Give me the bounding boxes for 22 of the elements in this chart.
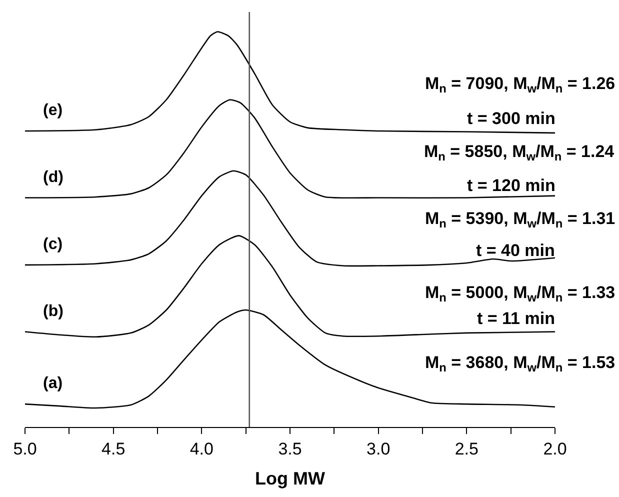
x-axis-title: Log MW bbox=[255, 468, 325, 489]
x-tick-label: 3.0 bbox=[366, 440, 390, 459]
x-tick-label: 3.5 bbox=[278, 440, 302, 459]
annotation: M$_{n}$ = 7090, M$_{w}$/M$_{n}$ = 1.26 bbox=[425, 74, 616, 96]
annotation: M$_{n}$ = 5000, M$_{w}$/M$_{n}$ = 1.33 bbox=[425, 283, 616, 305]
annotation: M$_{n}$ = 5850, M$_{w}$/M$_{n}$ = 1.24 bbox=[424, 142, 615, 164]
annotation: t = 11 min bbox=[477, 309, 555, 328]
series-label: (a) bbox=[43, 375, 63, 392]
x-tick-label: 2.0 bbox=[543, 440, 567, 459]
series-label: (e) bbox=[43, 102, 63, 119]
series-label: (b) bbox=[43, 303, 64, 320]
annotation: t = 120 min bbox=[467, 176, 556, 195]
annotation: M$_{n}$ = 5390, M$_{w}$/M$_{n}$ = 1.31 bbox=[425, 209, 616, 231]
series-label: (d) bbox=[43, 169, 64, 186]
annotation: t = 300 min bbox=[467, 109, 556, 128]
annotation: t = 40 min bbox=[476, 241, 555, 260]
x-tick-label: 4.0 bbox=[190, 440, 214, 459]
annotation: M$_{n}$ = 3680, M$_{w}$/M$_{n}$ = 1.53 bbox=[425, 353, 616, 375]
x-tick-label: 4.5 bbox=[102, 440, 126, 459]
x-tick-label: 5.0 bbox=[13, 440, 37, 459]
series-label: (c) bbox=[43, 236, 63, 253]
x-tick-label: 2.5 bbox=[454, 440, 478, 459]
